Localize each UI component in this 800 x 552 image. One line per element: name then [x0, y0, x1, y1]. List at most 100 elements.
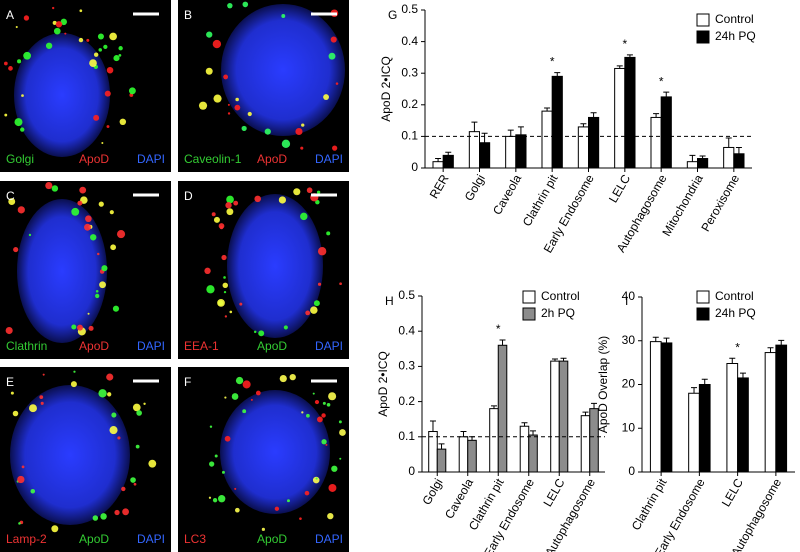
x-tick-label: Peroxisome — [698, 172, 742, 234]
error-bar — [626, 54, 633, 58]
error-bar — [560, 357, 567, 362]
vesicle — [317, 282, 322, 286]
vesicle — [103, 44, 108, 49]
channel-label: DAPI — [137, 532, 165, 546]
vesicle — [222, 282, 228, 289]
channel-label: ApoD — [257, 532, 287, 546]
legend-swatch — [696, 13, 710, 27]
error-bar — [652, 336, 659, 342]
vesicle — [5, 326, 13, 335]
nucleus — [220, 390, 330, 514]
vesicle — [326, 402, 331, 407]
error-bar — [445, 151, 452, 156]
vesicle — [101, 265, 108, 272]
vesicle — [212, 39, 222, 49]
vesicle — [148, 459, 157, 468]
error-bar — [689, 154, 696, 162]
channel-label: DAPI — [137, 339, 165, 353]
nucleus — [221, 4, 345, 136]
panel-letter: H — [385, 294, 394, 308]
vesicle — [23, 15, 30, 21]
vesicle — [116, 230, 126, 239]
vesicle — [98, 48, 102, 52]
nucleus — [17, 199, 107, 343]
vesicle — [143, 402, 146, 405]
error-bar — [517, 126, 524, 135]
bar — [650, 116, 662, 169]
vesicle — [109, 210, 114, 215]
vesicle — [97, 33, 104, 40]
vesicle — [118, 53, 122, 57]
vesicle — [206, 285, 215, 294]
vesicle — [293, 188, 301, 196]
y-axis-label: ApoD 2•ICQ — [379, 56, 393, 122]
vesicle — [51, 185, 59, 192]
vesicle — [40, 401, 44, 405]
vesicle — [325, 443, 328, 446]
vesicle — [314, 399, 320, 405]
vesicle — [327, 512, 334, 520]
vesicle — [321, 413, 326, 418]
vesicle — [205, 67, 213, 75]
vesicle — [274, 506, 280, 511]
vesicle — [23, 51, 32, 60]
vesicle — [295, 127, 303, 136]
y-tick-label: 0.3 — [401, 65, 418, 79]
bar — [528, 434, 538, 473]
vesicle — [235, 376, 244, 385]
bar — [624, 56, 636, 169]
x-tick-label: RER — [427, 172, 452, 201]
channel-label: Lamp-2 — [6, 532, 47, 546]
vesicle — [299, 517, 302, 521]
error-bar — [616, 65, 623, 69]
vesicle — [330, 36, 337, 43]
y-tick-label: 0.5 — [401, 2, 418, 16]
vesicle — [110, 244, 117, 251]
vesicle — [39, 395, 44, 400]
bar — [737, 377, 749, 473]
vesicle — [104, 90, 111, 97]
panel-letter: G — [388, 8, 397, 22]
vesicle — [106, 373, 114, 381]
channel-label: DAPI — [315, 152, 343, 166]
bar — [733, 153, 745, 169]
vesicle — [18, 522, 21, 525]
bar — [698, 384, 711, 473]
vesicle — [234, 487, 237, 490]
vesicle — [55, 21, 63, 28]
error-bar — [767, 347, 774, 353]
bar — [551, 75, 563, 169]
bar — [436, 448, 447, 473]
vesicle — [128, 87, 136, 95]
error-bar — [591, 402, 598, 409]
vesicle — [208, 496, 212, 499]
bar — [775, 344, 788, 473]
vesicle — [316, 190, 321, 194]
nucleus — [227, 194, 323, 338]
vesicle — [17, 475, 25, 484]
vesicle — [315, 199, 320, 205]
vesicle — [29, 404, 37, 413]
bar — [467, 439, 477, 473]
vesicle — [93, 52, 99, 57]
y-tick-label: 0 — [408, 464, 415, 478]
panel-letter: D — [184, 189, 193, 203]
y-tick-label: 20 — [622, 377, 636, 391]
vesicle — [227, 112, 231, 115]
vesicle — [71, 207, 80, 216]
vesicle — [242, 409, 247, 414]
vesicle — [300, 212, 308, 221]
y-tick-label: 40 — [622, 289, 636, 303]
bar — [497, 344, 508, 473]
significance-marker: * — [496, 322, 501, 336]
vesicle — [254, 195, 261, 203]
bar — [764, 352, 777, 473]
bar — [588, 116, 600, 169]
vesicle — [301, 411, 304, 414]
vesicle — [339, 282, 342, 286]
vesicle — [221, 254, 227, 261]
channel-label: ApoD — [257, 152, 287, 166]
vesicle — [227, 2, 233, 9]
significance-marker: * — [622, 37, 627, 51]
bar — [688, 392, 700, 473]
